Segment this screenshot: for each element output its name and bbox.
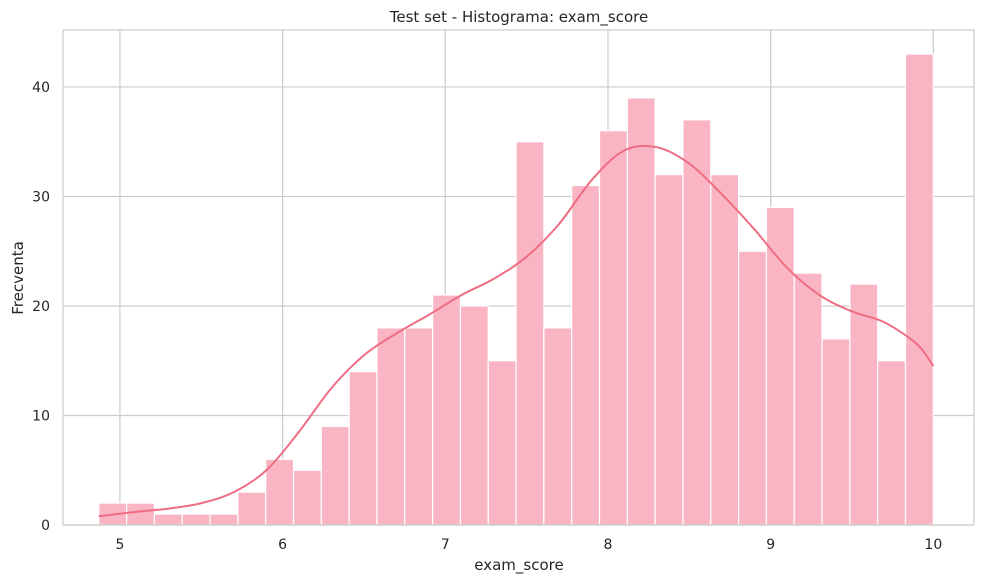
x-tick-label: 5 (115, 537, 124, 553)
histogram-bars (98, 53, 934, 526)
histogram-bar (877, 360, 907, 526)
kde-curve (98, 144, 935, 518)
histogram-bar (682, 119, 712, 526)
histogram-bar (571, 184, 601, 526)
plot-frame (62, 29, 975, 526)
x-tick-label: 8 (604, 537, 613, 553)
y-tick-label: 40 (32, 80, 50, 96)
histogram-bar (320, 425, 350, 526)
x-axis-label: exam_score (474, 556, 563, 575)
histogram-bar (348, 371, 378, 526)
x-tick-label: 10 (924, 537, 942, 553)
histogram-bar (849, 283, 879, 526)
histogram-bar (598, 130, 628, 526)
histogram-bar (432, 294, 462, 526)
histogram-bar (209, 513, 239, 526)
y-tick-label: 0 (41, 518, 50, 534)
histogram-bar (821, 338, 851, 526)
y-axis-label: Frecventa (9, 241, 27, 315)
histogram-bar (626, 97, 656, 526)
y-tick-label: 20 (32, 299, 50, 315)
chart-title: Test set - Histograma: exam_score (389, 8, 648, 27)
x-tick-labels: 5 6 7 8 9 10 (115, 537, 942, 553)
histogram-bar (515, 141, 545, 526)
histogram-bar (738, 250, 768, 526)
y-tick-label: 30 (32, 189, 50, 205)
histogram-bar (404, 327, 434, 526)
y-tick-label: 10 (32, 408, 50, 424)
histogram-bar (765, 206, 795, 526)
histogram-bar (710, 173, 740, 526)
histogram-bar (126, 502, 156, 526)
histogram-bar (153, 513, 183, 526)
histogram-bar (292, 469, 322, 526)
histogram-bar (376, 327, 406, 526)
y-tick-labels: 0 10 20 30 40 (32, 80, 50, 534)
histogram-bar (654, 173, 684, 526)
histogram-bar (904, 53, 934, 526)
histogram-bar (543, 327, 573, 526)
histogram-bar (459, 305, 489, 526)
histogram-bar (265, 458, 295, 526)
histogram-bar (487, 360, 517, 526)
x-tick-label: 9 (766, 537, 775, 553)
x-tick-label: 7 (441, 537, 450, 553)
histogram-bar (793, 272, 823, 526)
x-tick-label: 6 (278, 537, 287, 553)
histogram-bar (181, 513, 211, 526)
histogram-bar (237, 491, 267, 526)
